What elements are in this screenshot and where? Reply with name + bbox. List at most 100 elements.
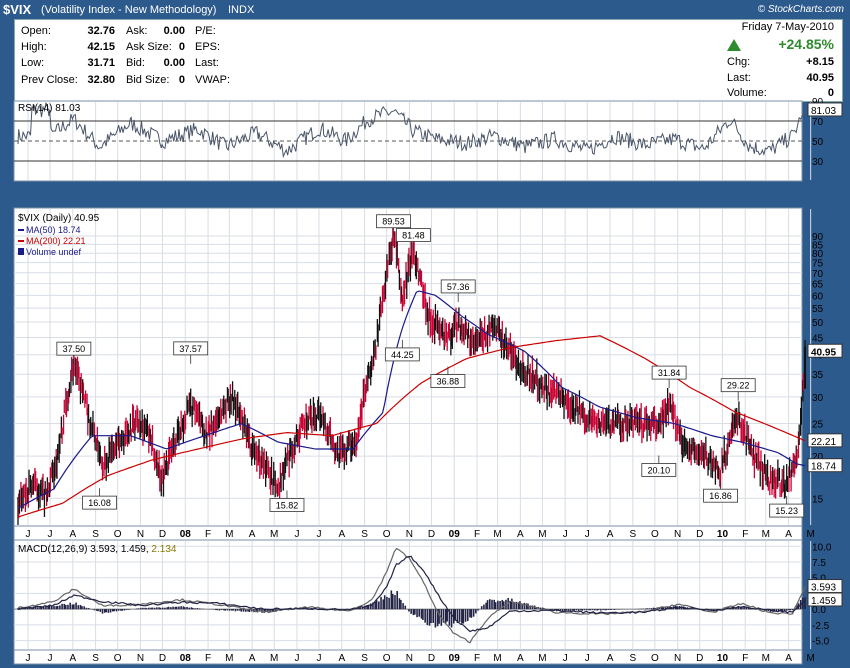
ask-label: Ask: (126, 25, 148, 37)
annotation-box (651, 365, 687, 380)
price-y-tick: 30 (812, 393, 824, 404)
macd-title: MACD(12,26,9) 3.593, 1.459, 2.134 (18, 544, 177, 555)
macd-x-tick: M (225, 653, 233, 664)
macd-x-tick: A (517, 653, 524, 664)
macd-right-box (807, 592, 843, 607)
price-x-tick: J (563, 529, 568, 540)
price-x-tick: N (406, 529, 413, 540)
annotation-label: 44.25 (391, 350, 414, 360)
price-x-tick: D (159, 529, 166, 540)
price-right-label: 22.21 (811, 437, 836, 448)
volume-value: 0 (827, 87, 834, 99)
macd-panel-frame (13, 539, 803, 651)
annotation-box (430, 374, 466, 388)
macd-line (17, 547, 806, 644)
macd-x-tick: O (114, 653, 122, 664)
price-right-label: 40.95 (811, 347, 836, 358)
legend-volume-swatch (18, 248, 24, 255)
macd-x-tick: D (696, 653, 703, 664)
annotation-label: 57.36 (447, 282, 470, 292)
macd-x-tick: J (26, 653, 31, 664)
rsi-line (17, 102, 806, 159)
macd-x-tick: M (762, 653, 770, 664)
stockcharts-credit[interactable]: © StockCharts.com (757, 4, 844, 15)
price-right-box (807, 433, 843, 448)
low-value: 31.71 (87, 57, 115, 69)
annotation-label: 36.88 (437, 377, 460, 387)
rsi-y-tick: 70 (812, 117, 824, 128)
symbol-title: $VIX (3, 2, 32, 17)
price-legend-title: $VIX (Daily) 40.95 (18, 213, 100, 224)
price-x-tick: A (249, 529, 256, 540)
eps-label: EPS: (195, 41, 221, 53)
price-y-tick: 75 (812, 259, 824, 270)
ask-value: 0.00 (163, 25, 185, 37)
macd-y-tick: 10.0 (812, 542, 832, 553)
bid-value: 0.00 (163, 57, 185, 69)
macd-x-tick: A (607, 653, 614, 664)
legend-ma200: MA(200) 22.21 (26, 236, 86, 246)
pct-change: +24.85% (778, 36, 834, 52)
price-x-tick: S (92, 529, 99, 540)
pe-label: P/E: (195, 25, 216, 37)
macd-x-tick: S (92, 653, 99, 664)
macd-y-tick: -5.0 (812, 637, 830, 648)
macd-x-tick: F (742, 653, 748, 664)
open-label: Open: (21, 25, 51, 37)
price-x-tick: J (48, 529, 53, 540)
price-x-tick: 10 (717, 529, 729, 540)
annotation-box (440, 279, 476, 294)
price-y-tick: 15 (812, 494, 824, 505)
macd-x-tick: N (137, 653, 144, 664)
exchange-label: INDX (228, 4, 255, 16)
up-arrow-icon (727, 39, 741, 51)
bid-size-label: Bid Size: (126, 74, 170, 86)
price-right-box (807, 458, 843, 473)
macd-x-tick: A (785, 653, 792, 664)
price-y-tick: 35 (812, 370, 824, 381)
price-y-tick: 70 (812, 269, 824, 280)
ma50-line (17, 290, 806, 509)
price-y-tick: 85 (812, 240, 824, 251)
high-value: 42.15 (87, 41, 115, 53)
rsi-title: RSI(14) 81.03 (18, 103, 81, 114)
macd-x-tick: F (474, 653, 480, 664)
price-x-tick: J (585, 529, 590, 540)
annotation-label: 89.53 (382, 217, 405, 227)
price-y-tick: 90 (812, 232, 824, 243)
rsi-y-tick: 30 (812, 157, 824, 168)
price-right-label: 18.74 (811, 462, 836, 473)
annotation-box (384, 347, 420, 362)
macd-y-tick: 7.5 (812, 558, 826, 569)
quote-date: Friday 7-May-2010 (741, 21, 834, 33)
macd-y-tick: -2.5 (812, 621, 830, 632)
last-label: Last: (727, 72, 751, 84)
price-y-tick: 80 (812, 249, 824, 260)
macd-x-tick: J (294, 653, 299, 664)
macd-x-tick: A (69, 653, 76, 664)
annotation-box (769, 503, 805, 518)
price-x-tick: 08 (180, 529, 192, 540)
macd-signal-line (17, 555, 806, 633)
price-x-tick: F (205, 529, 211, 540)
price-x-tick: M (493, 529, 501, 540)
price-x-tick: J (26, 529, 31, 540)
rsi-last-label: 81.03 (811, 106, 836, 117)
annotation-box (56, 341, 92, 356)
macd-right-label: 1.459 (811, 596, 836, 607)
annotation-label: 37.50 (63, 344, 86, 354)
macd-x-tick: 08 (180, 653, 192, 664)
price-x-tick: A (517, 529, 524, 540)
rsi-y-tick: 50 (812, 137, 824, 148)
high-label: High: (21, 41, 47, 53)
ask-size-value: 0 (178, 41, 185, 53)
macd-x-tick: M (806, 653, 814, 664)
macd-x-tick: 10 (717, 653, 729, 664)
annotation-label: 20.10 (648, 465, 671, 475)
price-x-tick: D (696, 529, 703, 540)
price-y-tick: 20 (812, 452, 824, 463)
price-x-tick: N (137, 529, 144, 540)
rsi-last-box (807, 102, 843, 117)
macd-x-tick: O (651, 653, 659, 664)
